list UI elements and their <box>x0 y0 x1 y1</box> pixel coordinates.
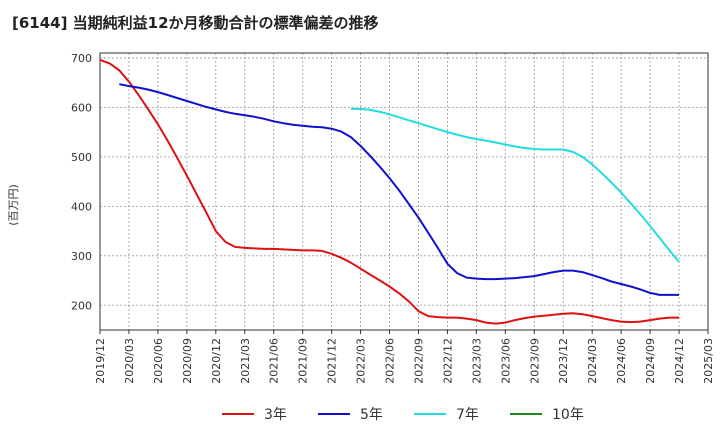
y-tick-label: 300 <box>71 250 92 263</box>
grid-layer <box>99 53 709 330</box>
x-tick-label: 2020/12 <box>210 338 223 384</box>
series-line-7年 <box>350 107 680 263</box>
x-tick-label: 2024/03 <box>586 338 599 384</box>
x-tick-label: 2023/03 <box>470 338 483 384</box>
axes-layer: 200 300 400 500 600 700 2019/12 2020/03 2020/06 2… <box>71 52 715 384</box>
x-tick-label: 2023/06 <box>499 338 512 384</box>
x-tick-label: 2024/06 <box>615 338 628 384</box>
x-tick-label: 2021/03 <box>239 338 252 384</box>
x-tick-label: 2021/06 <box>268 338 281 384</box>
x-tick-label: 2023/09 <box>528 338 541 384</box>
legend-label-10年: 10年 <box>552 407 584 423</box>
y-tick-label: 200 <box>71 299 92 312</box>
series-line-5年 <box>119 83 679 296</box>
series-layer <box>99 58 680 325</box>
legend-label-7年: 7年 <box>456 407 479 423</box>
y-tick-label: 400 <box>71 200 92 213</box>
legend-label-5年: 5年 <box>360 407 383 423</box>
x-tick-label: 2021/09 <box>297 338 310 384</box>
x-tick-label: 2025/03 <box>702 338 715 384</box>
x-tick-label: 2024/09 <box>644 338 657 384</box>
y-tick-label: 600 <box>71 101 92 114</box>
chart-title: [6144] 当期純利益12か月移動合計の標準偏差の推移 <box>12 14 379 32</box>
x-tick-label: 2024/12 <box>673 338 686 384</box>
y-tick-label: 500 <box>71 151 92 164</box>
x-tick-label: 2020/09 <box>181 338 194 384</box>
y-tick-label: 700 <box>71 52 92 65</box>
legend-layer: 3年 5年 7年 10年 <box>222 407 584 423</box>
x-tick-label: 2023/12 <box>557 338 570 384</box>
x-tick-label: 2022/12 <box>441 338 454 384</box>
x-tick-label: 2019/12 <box>94 338 107 384</box>
series-line-3年 <box>99 58 679 325</box>
x-tick-label: 2020/03 <box>123 338 136 384</box>
x-tick-label: 2022/09 <box>412 338 425 384</box>
legend-label-3年: 3年 <box>264 407 287 423</box>
plot-frame <box>99 52 709 331</box>
x-tick-label: 2021/12 <box>326 338 339 384</box>
x-tick-label: 2020/06 <box>152 338 165 384</box>
x-tick-label: 2022/03 <box>355 338 368 384</box>
x-tick-label: 2022/06 <box>384 338 397 384</box>
y-axis-label: (百万円) <box>7 184 20 226</box>
